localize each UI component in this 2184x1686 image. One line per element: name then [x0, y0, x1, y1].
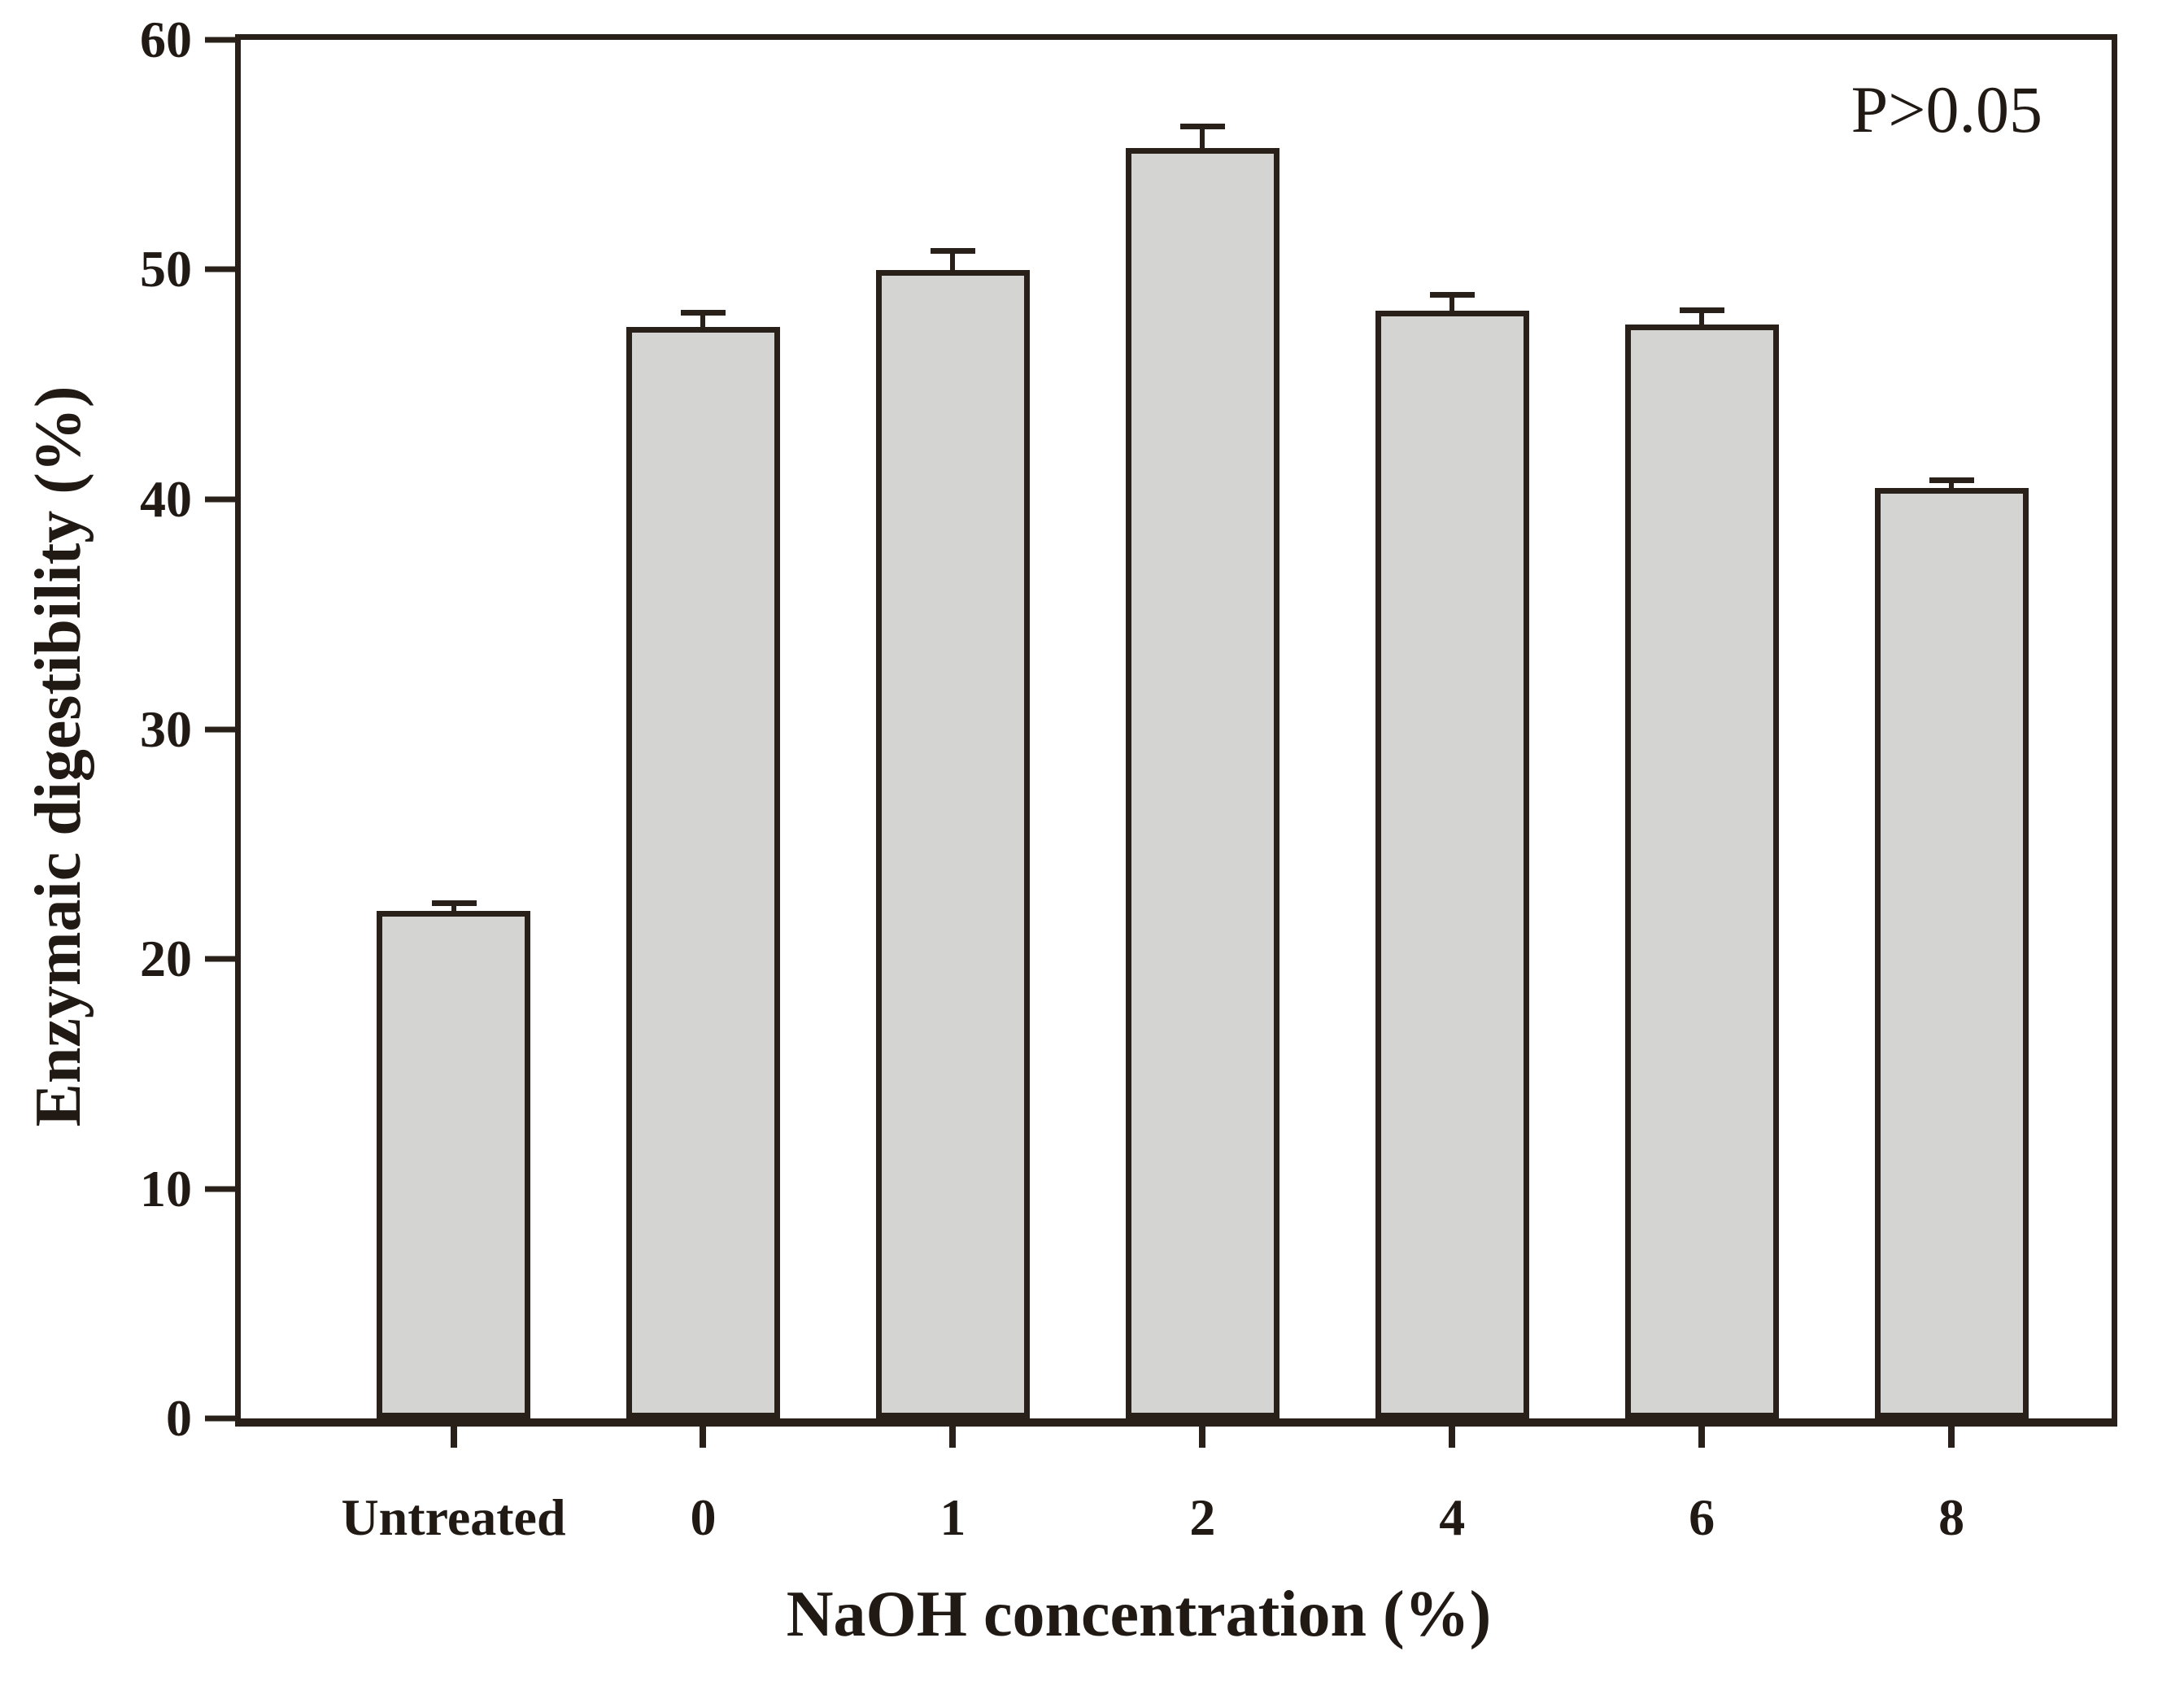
x-tick-label-untreated: Untreated — [341, 1488, 566, 1546]
error-bar-stem — [1200, 127, 1205, 148]
y-tick-label: 40 — [140, 469, 192, 528]
x-tick-label-6: 6 — [1689, 1488, 1715, 1546]
x-axis-tick — [450, 1427, 457, 1448]
y-axis-tick — [205, 1415, 235, 1422]
error-bar-cap — [1180, 124, 1226, 130]
bar-8 — [1874, 487, 2029, 1418]
error-bar-stem — [700, 313, 706, 328]
error-bar-cap — [431, 900, 477, 907]
y-axis-tick — [205, 726, 235, 732]
x-axis-tick — [1449, 1427, 1456, 1448]
error-bar-stem — [1699, 311, 1705, 325]
error-bar-cap — [931, 247, 976, 254]
error-bar-cap — [1680, 307, 1725, 314]
y-axis-tick — [205, 266, 235, 272]
y-tick-label: 0 — [166, 1389, 192, 1447]
bar-6 — [1624, 325, 1779, 1418]
x-axis-tick — [949, 1427, 957, 1448]
bar-4 — [1375, 311, 1529, 1418]
y-axis-title: Enzymaic digestibility (%) — [23, 386, 94, 1127]
x-axis-tick — [1948, 1427, 1955, 1448]
x-tick-label-1: 1 — [939, 1488, 966, 1546]
x-tick-label-4: 4 — [1439, 1488, 1466, 1546]
y-axis-tick — [205, 1186, 235, 1192]
error-bar-cap — [681, 310, 726, 316]
x-axis-tick — [1199, 1427, 1206, 1448]
error-bar-cap — [1929, 477, 1975, 484]
y-tick-label: 50 — [140, 240, 192, 298]
error-bar-stem — [950, 251, 956, 270]
error-bar-stem — [1449, 294, 1455, 311]
x-axis-tick — [700, 1427, 707, 1448]
x-tick-label-0: 0 — [690, 1488, 717, 1546]
x-axis-tick — [1698, 1427, 1706, 1448]
bar-2 — [1125, 147, 1279, 1418]
bar-1 — [875, 269, 1030, 1418]
x-tick-label-2: 2 — [1189, 1488, 1216, 1546]
y-tick-label: 60 — [140, 11, 192, 68]
y-axis-tick — [205, 956, 235, 962]
error-bar-stem — [451, 904, 456, 911]
bar-0 — [626, 327, 780, 1418]
x-tick-label-8: 8 — [1938, 1488, 1965, 1546]
y-tick-label: 30 — [140, 699, 192, 758]
x-axis-title: NaOH concentration (%) — [786, 1579, 1492, 1650]
error-bar-cap — [1430, 291, 1476, 298]
y-axis-tick — [205, 37, 235, 43]
y-tick-label: 20 — [140, 929, 192, 987]
y-axis-tick — [205, 496, 235, 503]
p-value-annotation: P>0.05 — [1851, 72, 2042, 146]
plot-area: P>0.05 0 10 20 30 40 50 60 Untreated 0 1 2 4 6 8 — [140, 14, 2117, 1544]
error-bar-stem — [1949, 481, 1955, 488]
bar-untreated — [377, 910, 530, 1418]
y-tick-label: 10 — [140, 1159, 192, 1218]
